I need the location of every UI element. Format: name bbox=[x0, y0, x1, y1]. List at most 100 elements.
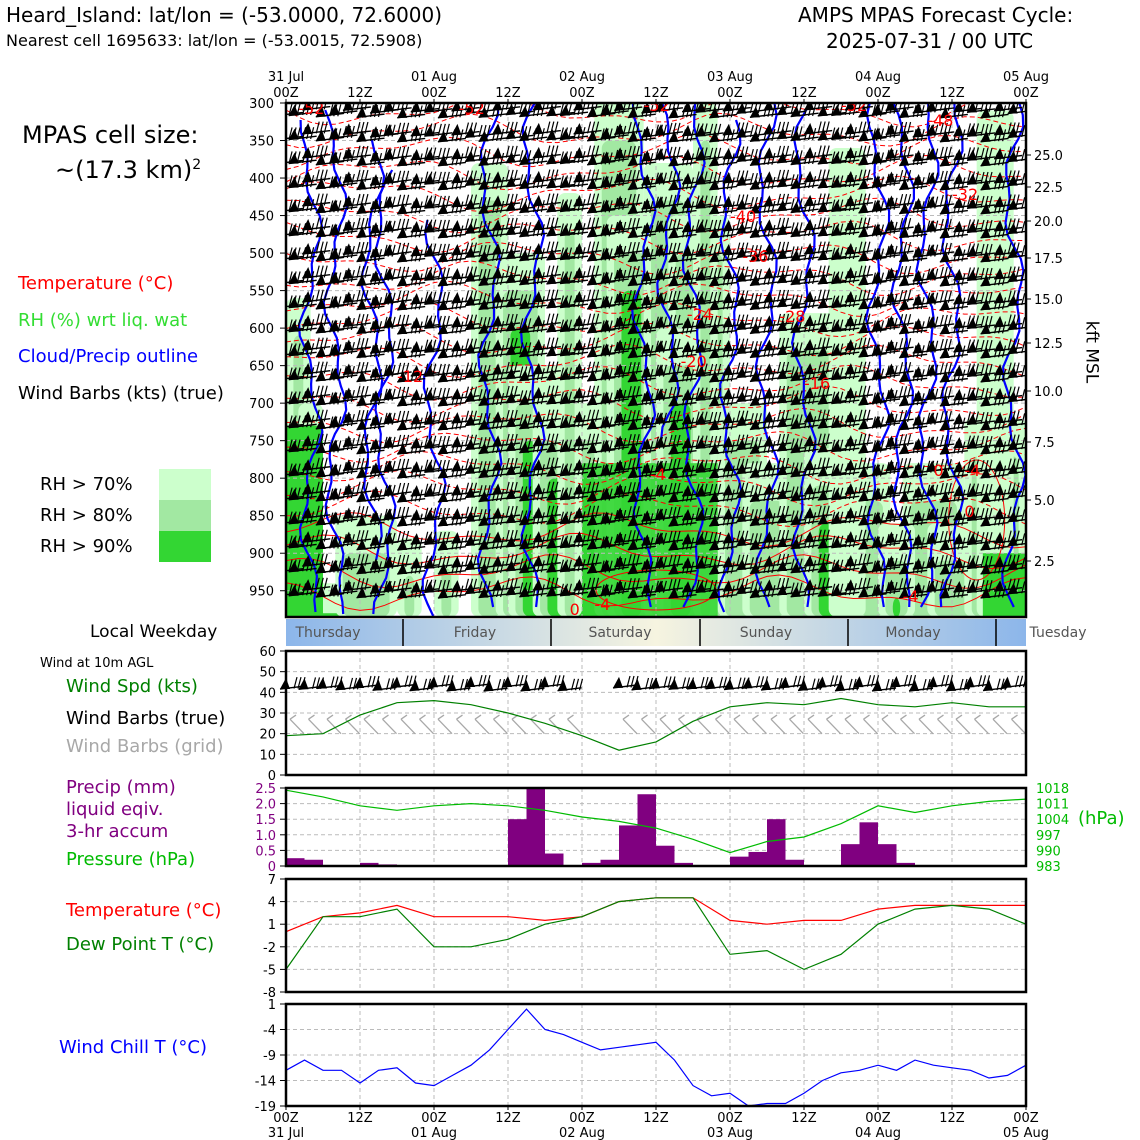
bottom-hour-label: 00Z bbox=[1013, 1111, 1039, 1126]
wind-barb bbox=[1007, 125, 1026, 139]
wind-barb bbox=[383, 194, 412, 208]
height-tick-label: 15.0 bbox=[1034, 293, 1063, 308]
wind-barb bbox=[342, 169, 372, 184]
wind-barb bbox=[437, 153, 466, 167]
precip-bar bbox=[637, 794, 656, 866]
wind-barb bbox=[966, 219, 996, 234]
y-tick-label: -2 bbox=[263, 941, 276, 956]
wind-barb bbox=[722, 290, 751, 304]
wind-barb bbox=[885, 217, 914, 232]
wind-barb bbox=[926, 218, 955, 232]
wind-barb bbox=[356, 153, 385, 167]
bottom-day-label: 04 Aug bbox=[855, 1126, 901, 1140]
temperature-label: -52 bbox=[841, 96, 867, 115]
wind-barb bbox=[532, 193, 561, 207]
top-hour-label: 12Z bbox=[643, 86, 669, 101]
temperature-label: -32 bbox=[952, 185, 978, 204]
y-tick-label: 1.5 bbox=[255, 813, 276, 828]
y-tick-label: 10 bbox=[259, 748, 276, 763]
wind-barb bbox=[614, 265, 643, 280]
top-hour-label: 12Z bbox=[495, 86, 521, 101]
wind-barb bbox=[614, 169, 643, 184]
station-title: Heard_Island: lat/lon = (-53.0000, 72.60… bbox=[6, 3, 443, 27]
wind-barb bbox=[505, 103, 534, 116]
cycle-title-line1: AMPS MPAS Forecast Cycle: bbox=[798, 3, 1074, 27]
wind-barb bbox=[302, 217, 331, 231]
wind-barb bbox=[614, 145, 643, 160]
wind-barb bbox=[478, 152, 507, 167]
wind-barb bbox=[532, 121, 561, 135]
temp-legend: Temperature (°C) bbox=[66, 900, 222, 921]
height-tick-label: 25.0 bbox=[1034, 149, 1063, 164]
pressure-tick-label: 600 bbox=[249, 322, 274, 337]
cell-size-exponent: 2 bbox=[192, 157, 202, 173]
wind-barb bbox=[302, 145, 331, 159]
wind-barb bbox=[1007, 173, 1026, 187]
wind-barb bbox=[966, 195, 996, 210]
y-tick-label: -14 bbox=[255, 1075, 276, 1090]
wind-barb bbox=[654, 170, 684, 184]
precip-bar bbox=[526, 788, 545, 866]
wind-barb bbox=[926, 242, 955, 257]
legend-rh80-swatch bbox=[159, 500, 211, 531]
bottom-hour-label: 12Z bbox=[791, 1111, 817, 1126]
wind-barb bbox=[695, 147, 724, 161]
wind-barb bbox=[953, 103, 982, 113]
temperature-label: 0 bbox=[934, 461, 944, 480]
height-tick-label: 17.5 bbox=[1034, 252, 1063, 267]
wind-barbs-grid-legend: Wind Barbs (grid) bbox=[66, 736, 224, 757]
wind-barb bbox=[478, 272, 507, 287]
wind-barb bbox=[383, 266, 412, 280]
bottom-hour-label: 00Z bbox=[717, 1111, 743, 1126]
wind-barb bbox=[736, 269, 765, 283]
bottom-day-label: 03 Aug bbox=[707, 1126, 753, 1140]
wind-barb bbox=[763, 193, 792, 207]
y-tick-label: 50 bbox=[259, 666, 276, 681]
wind-barb bbox=[492, 313, 521, 328]
wind-barb bbox=[817, 271, 846, 285]
wind-barb bbox=[926, 103, 955, 112]
wind-barb bbox=[383, 290, 412, 304]
top-hour-label: 00Z bbox=[569, 86, 595, 101]
wind-barb bbox=[966, 339, 996, 354]
wind-barb bbox=[1007, 149, 1026, 163]
pressure-tick-label: 1011 bbox=[1036, 798, 1069, 813]
wind-barb bbox=[356, 201, 385, 215]
wind-barb bbox=[844, 193, 873, 207]
wind-barb bbox=[342, 121, 372, 136]
wind-barb bbox=[342, 361, 372, 376]
wind-barb bbox=[302, 289, 331, 303]
height-tick-label: 5.0 bbox=[1034, 494, 1055, 509]
rh-region bbox=[828, 148, 866, 617]
precip-legend-1: Precip (mm) bbox=[66, 777, 176, 798]
wind-barb bbox=[342, 145, 372, 160]
wind-barb bbox=[614, 217, 643, 232]
wind-barb bbox=[804, 217, 833, 231]
cross-section-panel: -52 -52 -52 -52-48-40-36-32-28-24-20-16-12-… bbox=[284, 96, 1028, 619]
wind-barb bbox=[614, 313, 643, 328]
wind-barb bbox=[817, 199, 846, 213]
wind-barb bbox=[573, 193, 602, 207]
wind-barb bbox=[302, 193, 331, 207]
wind-barb bbox=[342, 337, 372, 352]
wind-barb bbox=[573, 337, 602, 351]
wind-barb bbox=[519, 176, 548, 190]
cell-size-label: MPAS cell size: bbox=[22, 121, 199, 149]
wind-barb bbox=[424, 315, 453, 329]
pressure-tick-label: 850 bbox=[249, 510, 274, 525]
wind-barb bbox=[654, 290, 684, 304]
precip-bar bbox=[656, 845, 675, 866]
wind-barb bbox=[871, 341, 901, 356]
weekday-label: Saturday bbox=[588, 625, 651, 641]
temperature-contour bbox=[286, 574, 1026, 611]
y-tick-label: 7 bbox=[268, 873, 276, 888]
wind-barb bbox=[817, 247, 846, 261]
legend-rh: RH (%) wrt liq. wat bbox=[18, 310, 188, 331]
pressure-tick-label: 700 bbox=[249, 397, 274, 412]
bottom-day-label: 01 Aug bbox=[411, 1126, 457, 1140]
wind-barb bbox=[722, 362, 751, 376]
wind-barb bbox=[614, 193, 643, 208]
temperature-label: 0 bbox=[964, 502, 974, 521]
height-tick-label: 20.0 bbox=[1034, 215, 1063, 230]
temperature-label: -48 bbox=[927, 111, 953, 130]
